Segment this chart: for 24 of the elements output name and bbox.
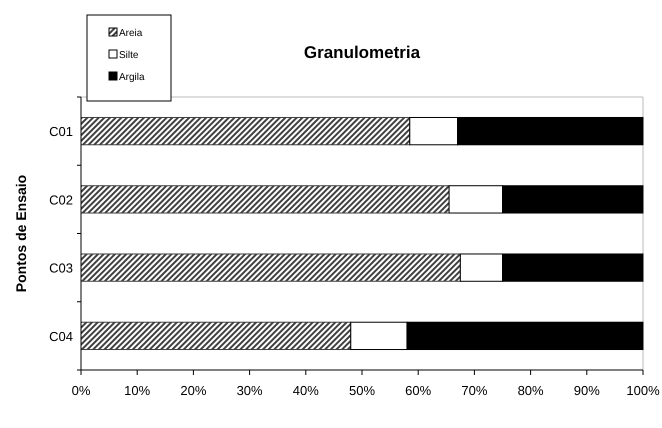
- bar: [80, 322, 352, 350]
- y-tick-label: C03: [49, 260, 73, 276]
- x-tick-label: 80%: [518, 383, 544, 398]
- x-tick-label: 50%: [348, 383, 376, 398]
- legend-label: Argila: [119, 72, 146, 83]
- x-tick-label: 60%: [405, 383, 432, 398]
- bar: [80, 116, 410, 146]
- x-tick-label: 30%: [236, 383, 264, 398]
- y-axis-title: Pontos de Ensaio: [13, 174, 29, 292]
- x-tick-label: 70%: [461, 383, 488, 398]
- x-tick-label: 90%: [574, 383, 600, 398]
- chart-title: Granulometria: [304, 43, 421, 62]
- y-tick-label: C04: [49, 328, 73, 344]
- x-tick-label: 40%: [292, 383, 320, 398]
- bar: [80, 253, 461, 282]
- x-tick-label: 100%: [626, 383, 660, 398]
- y-tick-label: C01: [49, 124, 73, 140]
- legend-label: Areia: [119, 28, 143, 39]
- x-tick-label: 10%: [124, 383, 151, 398]
- x-tick-label: 0%: [72, 383, 91, 398]
- y-tick-label: C02: [49, 192, 73, 208]
- legend-label: Silte: [119, 50, 139, 61]
- x-tick-label: 20%: [180, 383, 207, 398]
- bar: [80, 185, 450, 214]
